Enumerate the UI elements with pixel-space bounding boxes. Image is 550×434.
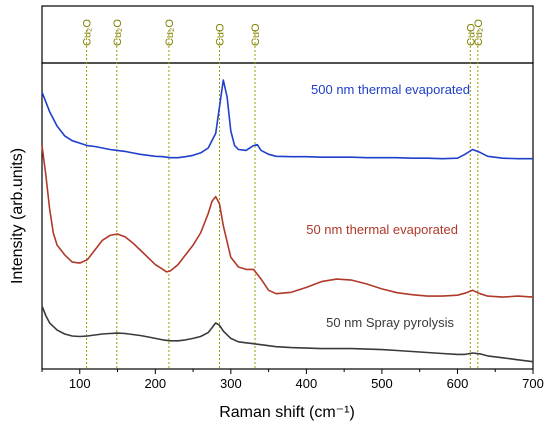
peak-label-5: CuO — [465, 23, 477, 46]
series-line-2 — [41, 305, 534, 363]
x-tick-label-0: 100 — [69, 376, 91, 391]
series-label-1: 50 nm thermal evaporated — [306, 222, 458, 237]
x-tick-label-2: 300 — [220, 376, 242, 391]
plot-frame — [41, 5, 534, 370]
y-axis-label: Intensity (arb.units) — [9, 148, 26, 284]
main-panel-frame — [41, 62, 534, 370]
x-tick-label-6: 700 — [522, 376, 544, 391]
series-lines — [41, 79, 534, 363]
peak-label-0: Cu₂O — [82, 19, 94, 46]
x-tick-label-3: 400 — [296, 376, 318, 391]
peak-label-1: Cu₂O — [112, 19, 124, 46]
x-tick-label-1: 200 — [144, 376, 166, 391]
x-axis-label: Raman shift (cm⁻¹) — [219, 404, 355, 421]
series-label-0: 500 nm thermal evaporated — [311, 82, 470, 97]
x-tick-label-4: 500 — [371, 376, 393, 391]
peak-label-4: CuO — [250, 23, 262, 46]
x-tick-label-5: 600 — [447, 376, 469, 391]
peak-label-3: CuO — [215, 23, 227, 46]
peak-label-6: Cu₂O — [473, 19, 485, 46]
series-line-1 — [41, 145, 534, 298]
peak-label-2: Cu₂O — [164, 19, 176, 46]
series-labels: 500 nm thermal evaporated 50 nm thermal e… — [306, 82, 470, 330]
series-line-0 — [41, 79, 533, 160]
peak-marker-lines — [86, 30, 479, 369]
x-axis-ticks: 100 200 300 400 500 600 700 — [41, 369, 544, 391]
series-label-2: 50 nm Spray pyrolysis — [326, 315, 454, 330]
